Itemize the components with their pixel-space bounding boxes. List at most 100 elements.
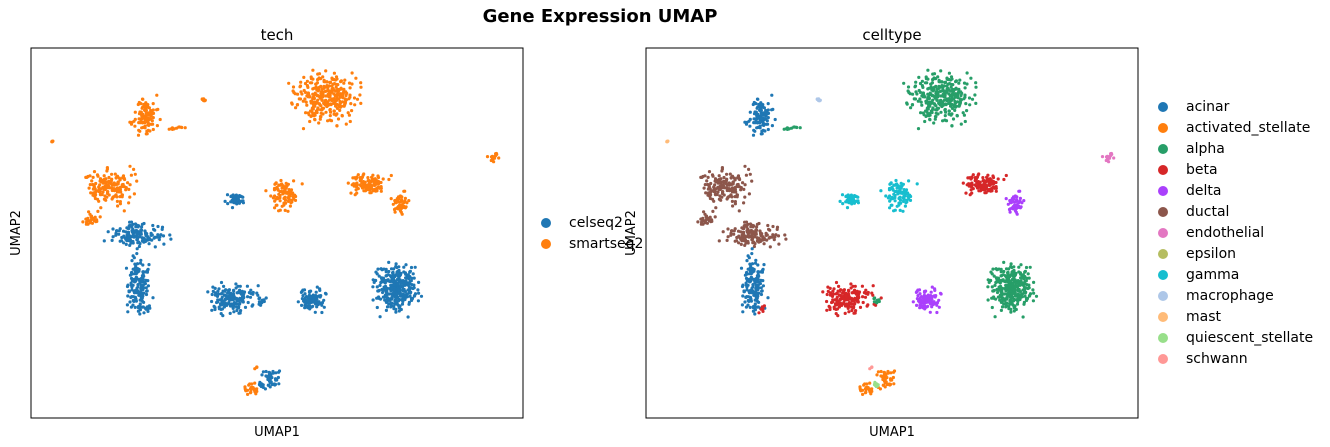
point-acinar [753, 261, 758, 265]
point-beta [1002, 177, 1006, 182]
point-ductal [709, 220, 713, 224]
point-smartseq2 [121, 174, 126, 178]
point-celseq2 [261, 370, 265, 374]
point-celseq2 [150, 233, 154, 237]
point-alpha [916, 99, 920, 103]
point-acinar [746, 267, 750, 271]
point-smartseq2 [366, 176, 370, 180]
point-ductal [718, 187, 722, 192]
point-celseq2 [124, 266, 129, 270]
point-alpha [931, 106, 935, 110]
point-smartseq2 [328, 80, 333, 84]
point-smartseq2 [115, 195, 119, 199]
point-smartseq2 [274, 197, 278, 201]
point-beta [831, 292, 836, 296]
point-smartseq2 [328, 108, 332, 112]
point-alpha [958, 97, 962, 101]
point-alpha [1002, 292, 1006, 296]
point-beta [839, 301, 843, 305]
point-alpha [947, 109, 951, 113]
point-alpha [936, 90, 940, 94]
point-ductal [729, 176, 733, 180]
legend-marker [1158, 164, 1168, 175]
point-smartseq2 [92, 170, 97, 174]
point-celseq2 [169, 237, 173, 241]
point-celseq2 [147, 236, 151, 240]
point-smartseq2 [485, 155, 490, 159]
point-celseq2 [143, 239, 147, 244]
point-celseq2 [130, 229, 134, 233]
point-celseq2 [382, 267, 386, 271]
point-smartseq2 [128, 183, 132, 187]
point-celseq2 [219, 280, 224, 285]
point-smartseq2 [367, 181, 371, 185]
point-beta [879, 296, 883, 300]
point-ductal [704, 214, 709, 218]
point-smartseq2 [326, 85, 330, 89]
point-smartseq2 [299, 80, 303, 84]
point-smartseq2 [400, 195, 404, 199]
point-alpha [933, 103, 937, 107]
point-smartseq2 [136, 102, 140, 107]
point-smartseq2 [138, 129, 142, 133]
point-acinar [744, 295, 748, 299]
point-ductal [737, 241, 741, 245]
point-smartseq2 [143, 108, 147, 112]
point-acinar [755, 126, 759, 130]
point-celseq2 [136, 241, 140, 245]
point-smartseq2 [393, 210, 397, 214]
point-celseq2 [160, 227, 164, 231]
point-ductal [732, 176, 736, 180]
legend-item-ductal: ductal [1158, 201, 1313, 222]
point-celseq2 [227, 290, 231, 294]
point-alpha [957, 81, 961, 85]
point-ductal [726, 235, 730, 239]
point-smartseq2 [81, 220, 85, 224]
point-smartseq2 [289, 188, 294, 192]
point-delta [933, 288, 937, 292]
point-celseq2 [417, 280, 421, 284]
point-beta [853, 291, 857, 295]
point-celseq2 [387, 269, 391, 274]
point-smartseq2 [111, 195, 115, 199]
legend-marker [1158, 185, 1168, 196]
point-smartseq2 [306, 85, 310, 89]
point-smartseq2 [348, 119, 352, 124]
legend-label: macrophage [1186, 287, 1274, 304]
point-alpha [926, 77, 930, 81]
point-smartseq2 [342, 89, 346, 93]
point-celseq2 [263, 387, 267, 391]
point-activated_stellate [879, 369, 883, 374]
y-axis-label: UMAP2 [624, 210, 639, 256]
point-celseq2 [389, 301, 393, 305]
point-smartseq2 [309, 109, 313, 113]
point-alpha [928, 101, 932, 105]
point-smartseq2 [359, 101, 363, 105]
point-alpha [923, 81, 927, 85]
point-smartseq2 [110, 177, 114, 181]
point-smartseq2 [104, 177, 108, 181]
point-smartseq2 [322, 84, 326, 88]
point-ductal [711, 197, 715, 201]
point-ductal [738, 177, 742, 182]
point-smartseq2 [312, 104, 316, 109]
point-celseq2 [120, 239, 124, 243]
point-smartseq2 [99, 206, 103, 210]
point-smartseq2 [155, 124, 159, 128]
point-acinar [747, 299, 751, 303]
point-alpha [986, 285, 990, 289]
point-gamma [902, 195, 906, 199]
point-acinar [739, 266, 744, 270]
point-ductal [717, 174, 721, 178]
point-celseq2 [137, 244, 141, 249]
legend-marker [1158, 101, 1168, 112]
point-ductal [762, 242, 766, 246]
point-smartseq2 [297, 97, 301, 101]
point-acinar [748, 272, 752, 276]
point-smartseq2 [356, 187, 360, 191]
point-celseq2 [127, 289, 131, 293]
point-celseq2 [400, 302, 405, 306]
point-smartseq2 [331, 87, 335, 92]
point-activated_stellate [876, 370, 880, 374]
point-activated_stellate [883, 372, 887, 376]
